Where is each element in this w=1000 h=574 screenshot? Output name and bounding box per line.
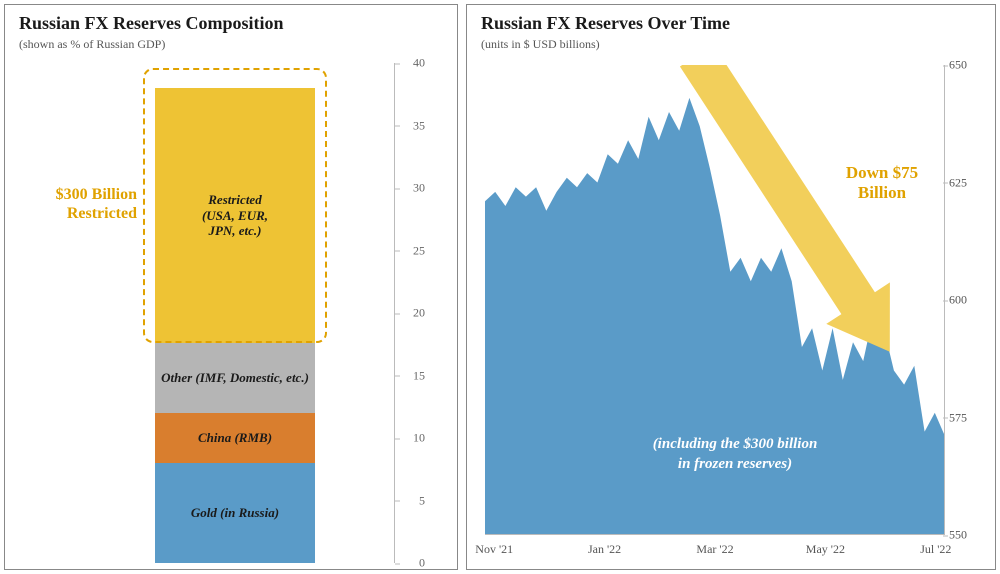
right-x-axis bbox=[485, 534, 945, 535]
segment-other: Other (IMF, Domestic, etc.) bbox=[155, 343, 315, 413]
stacked-bar: Restricted (USA, EUR, JPN, etc.)Other (I… bbox=[155, 88, 315, 563]
left-plot: 0510152025303540 Restricted (USA, EUR, J… bbox=[145, 63, 395, 563]
restricted-annotation: $300 Billion Restricted bbox=[21, 185, 137, 223]
right-y-tick: 600 bbox=[949, 293, 983, 308]
right-plot: 550575600625650 Nov '21Jan '22Mar '22May… bbox=[485, 65, 945, 535]
left-y-tick: 0 bbox=[401, 556, 425, 571]
right-y-tick: 575 bbox=[949, 410, 983, 425]
right-y-tick: 550 bbox=[949, 528, 983, 543]
right-title: Russian FX Reserves Over Time bbox=[481, 13, 981, 35]
right-y-tick: 625 bbox=[949, 175, 983, 190]
left-title-block: Russian FX Reserves Composition (shown a… bbox=[5, 5, 457, 52]
left-subtitle: (shown as % of Russian GDP) bbox=[19, 37, 443, 52]
segment-gold: Gold (in Russia) bbox=[155, 463, 315, 563]
left-y-tick: 35 bbox=[401, 118, 425, 133]
overlay-note: (including the $300 billion in frozen re… bbox=[605, 435, 865, 474]
right-x-tick: Nov '21 bbox=[475, 542, 513, 557]
left-y-tick: 40 bbox=[401, 56, 425, 71]
segment-restricted: Restricted (USA, EUR, JPN, etc.) bbox=[155, 88, 315, 343]
left-y-tick: 25 bbox=[401, 243, 425, 258]
left-y-tick: 5 bbox=[401, 493, 425, 508]
right-y-tick: 650 bbox=[949, 58, 983, 73]
down-annotation: Down $75 Billion bbox=[827, 163, 937, 204]
right-x-tick: Mar '22 bbox=[696, 542, 733, 557]
left-y-tick: 20 bbox=[401, 306, 425, 321]
right-subtitle: (units in $ USD billions) bbox=[481, 37, 981, 52]
right-x-tick: May '22 bbox=[806, 542, 845, 557]
right-x-tick: Jul '22 bbox=[920, 542, 951, 557]
segment-china: China (RMB) bbox=[155, 413, 315, 463]
right-title-block: Russian FX Reserves Over Time (units in … bbox=[467, 5, 995, 52]
left-panel: Russian FX Reserves Composition (shown a… bbox=[4, 4, 458, 570]
left-y-tick: 30 bbox=[401, 181, 425, 196]
left-y-tick: 15 bbox=[401, 368, 425, 383]
right-panel: Russian FX Reserves Over Time (units in … bbox=[466, 4, 996, 570]
left-y-tick: 10 bbox=[401, 431, 425, 446]
right-x-tick: Jan '22 bbox=[588, 542, 621, 557]
chart-pair: Russian FX Reserves Composition (shown a… bbox=[0, 0, 1000, 574]
left-title: Russian FX Reserves Composition bbox=[19, 13, 443, 35]
